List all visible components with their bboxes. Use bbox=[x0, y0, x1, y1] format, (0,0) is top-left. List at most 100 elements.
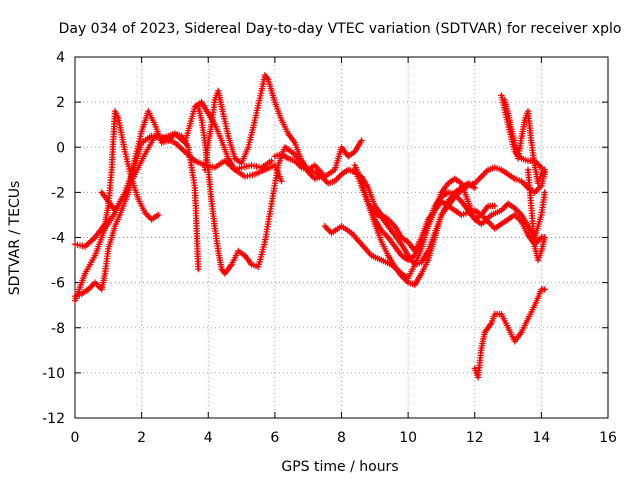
data-point bbox=[206, 112, 210, 115]
data-point bbox=[460, 186, 463, 190]
data-point bbox=[213, 98, 217, 102]
data-point bbox=[256, 265, 260, 269]
data-point bbox=[540, 166, 543, 170]
data-point bbox=[526, 159, 530, 163]
data-point bbox=[533, 159, 537, 163]
grid bbox=[75, 57, 608, 418]
data-point bbox=[216, 89, 220, 93]
data-point bbox=[286, 157, 290, 160]
data-point bbox=[300, 166, 303, 170]
data-point bbox=[520, 179, 523, 183]
data-point bbox=[373, 204, 377, 208]
data-point bbox=[213, 123, 217, 127]
data-point bbox=[330, 231, 333, 235]
data-point bbox=[73, 299, 77, 303]
x-tick-label: 4 bbox=[204, 430, 213, 446]
y-tick-label: -12 bbox=[42, 411, 65, 427]
data-point bbox=[223, 159, 227, 163]
data-point bbox=[536, 181, 540, 185]
x-tick-label: 0 bbox=[71, 430, 80, 446]
data-point bbox=[183, 141, 187, 145]
data-point bbox=[473, 209, 477, 212]
data-point bbox=[513, 150, 517, 154]
data-point bbox=[386, 224, 390, 228]
data-point bbox=[543, 172, 547, 176]
data-point bbox=[420, 272, 423, 275]
data-point bbox=[353, 163, 357, 167]
data-point bbox=[196, 267, 200, 271]
data-point bbox=[533, 303, 537, 307]
data-point bbox=[273, 100, 277, 104]
data-point bbox=[313, 163, 317, 167]
data-point bbox=[110, 168, 113, 172]
data-point bbox=[113, 109, 117, 113]
data-point bbox=[210, 200, 214, 203]
data-point bbox=[406, 240, 410, 244]
data-point bbox=[526, 317, 530, 321]
x-tick-label: 14 bbox=[532, 430, 550, 446]
data-point bbox=[333, 179, 337, 183]
data-point bbox=[500, 94, 503, 97]
data-point bbox=[196, 105, 200, 108]
data-point bbox=[203, 141, 207, 145]
y-tick-label: 4 bbox=[56, 50, 65, 66]
series-s11 bbox=[358, 180, 478, 268]
data-point bbox=[460, 181, 463, 185]
data-point bbox=[466, 181, 470, 185]
y-tick-label: -4 bbox=[51, 231, 65, 247]
data-point bbox=[453, 191, 457, 194]
data-point bbox=[143, 211, 147, 215]
data-point bbox=[340, 224, 343, 228]
data-point bbox=[473, 181, 477, 185]
data-point bbox=[353, 150, 357, 154]
data-point bbox=[293, 141, 297, 145]
data-point bbox=[483, 330, 487, 334]
data-point bbox=[446, 200, 450, 203]
data-point bbox=[490, 321, 493, 325]
data-point bbox=[540, 184, 543, 188]
data-point bbox=[166, 139, 170, 142]
data-point bbox=[253, 172, 257, 176]
y-axis-title: SDTVAR / TECUs bbox=[7, 181, 23, 296]
data-point bbox=[473, 367, 477, 370]
data-point bbox=[540, 172, 543, 176]
data-point bbox=[386, 218, 390, 221]
data-point bbox=[500, 209, 503, 212]
data-point bbox=[233, 157, 237, 160]
data-point bbox=[283, 145, 287, 149]
data-point bbox=[216, 249, 220, 253]
x-tick-label: 2 bbox=[137, 430, 146, 446]
data-point bbox=[276, 163, 280, 167]
data-point bbox=[270, 159, 273, 163]
data-point bbox=[93, 254, 97, 257]
data-point bbox=[476, 376, 480, 379]
data-point bbox=[206, 141, 210, 145]
data-point bbox=[226, 157, 230, 160]
data-point bbox=[393, 265, 397, 269]
data-point bbox=[480, 346, 483, 350]
data-point bbox=[80, 292, 84, 296]
data-point bbox=[240, 161, 244, 165]
data-point bbox=[500, 222, 503, 226]
data-point bbox=[413, 254, 417, 257]
data-point bbox=[366, 186, 370, 190]
data-point bbox=[213, 166, 217, 170]
data-point bbox=[393, 245, 397, 248]
series-s15 bbox=[471, 286, 548, 381]
data-point bbox=[146, 109, 150, 113]
data-point bbox=[513, 339, 517, 343]
data-point bbox=[513, 206, 517, 210]
data-point bbox=[380, 258, 383, 262]
data-point bbox=[426, 224, 430, 228]
data-point bbox=[340, 145, 343, 149]
data-point bbox=[203, 168, 207, 172]
data-point bbox=[263, 168, 267, 172]
data-point bbox=[386, 254, 390, 257]
data-point bbox=[373, 218, 377, 221]
data-point bbox=[150, 134, 154, 138]
data-point bbox=[540, 288, 543, 291]
data-point bbox=[133, 163, 137, 167]
data-point bbox=[506, 218, 510, 221]
data-point bbox=[520, 213, 523, 217]
data-point bbox=[506, 172, 510, 176]
